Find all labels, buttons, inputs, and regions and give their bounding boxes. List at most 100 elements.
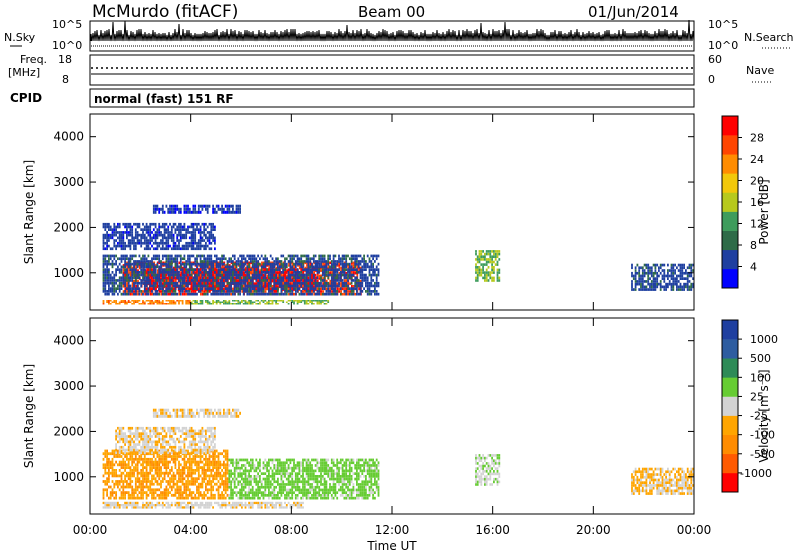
velocity-cell: [113, 496, 116, 500]
power-cell: [230, 290, 232, 293]
power-cell: [650, 285, 653, 289]
power-cell: [233, 254, 236, 258]
power-cell: [108, 287, 110, 290]
power-cell: [217, 257, 220, 261]
power-cell: [152, 257, 155, 261]
power-cell: [167, 287, 170, 290]
power-cell: [221, 281, 223, 285]
velocity-cell: [122, 488, 125, 492]
power-cell: [199, 279, 202, 282]
ytick-label: 1000: [53, 266, 84, 280]
power-cell: [223, 262, 225, 266]
power-cell: [654, 277, 657, 280]
power-cell: [316, 300, 319, 302]
power-cell: [143, 301, 146, 303]
power-cell: [215, 276, 218, 280]
power-cell: [199, 268, 202, 272]
power-cell: [235, 276, 238, 280]
power-cell: [143, 260, 146, 263]
velocity-cell: [120, 480, 123, 483]
power-cell: [113, 225, 116, 229]
power-cell: [163, 254, 166, 258]
power-cell: [264, 257, 267, 261]
power-cell: [343, 276, 346, 280]
power-cell: [134, 262, 137, 266]
power-cell: [183, 225, 186, 229]
power-cell: [285, 281, 288, 285]
power-cell: [262, 279, 265, 282]
power-cell: [329, 271, 332, 275]
power-cell: [487, 252, 490, 256]
power-cell: [327, 262, 330, 266]
power-cell: [226, 287, 229, 290]
power-cell: [212, 225, 214, 229]
power-cell: [368, 292, 371, 296]
power-cell: [329, 273, 331, 277]
power-cell: [174, 204, 177, 208]
velocity-cell: [117, 480, 119, 483]
power-cell: [298, 279, 301, 283]
power-cell: [357, 284, 360, 288]
power-cell: [312, 287, 315, 290]
power-cell: [366, 281, 369, 285]
power-cell: [185, 210, 188, 214]
power-cell: [205, 268, 207, 271]
power-cell: [190, 273, 193, 277]
power-cell: [115, 268, 117, 271]
power-cell: [143, 254, 146, 258]
power-cell: [302, 279, 304, 283]
power-cell: [291, 273, 294, 277]
power-cell: [102, 236, 105, 240]
power-cell: [106, 281, 108, 285]
power-cell: [271, 257, 274, 261]
power-cell: [151, 301, 153, 303]
power-cell: [206, 271, 209, 274]
power-cell: [169, 244, 171, 248]
power-cell: [476, 260, 479, 264]
power-cell: [631, 280, 633, 283]
power-cell: [226, 268, 229, 271]
power-cell: [293, 287, 295, 290]
power-cell: [201, 204, 204, 208]
power-cell: [493, 266, 495, 269]
power-cell: [212, 303, 214, 305]
power-cell: [293, 262, 295, 266]
power-cell: [154, 236, 157, 240]
velocity-cell: [120, 471, 123, 475]
power-cell: [327, 257, 330, 261]
power-cell: [366, 276, 369, 280]
power-cell: [106, 300, 108, 302]
power-cell: [273, 281, 276, 285]
power-cell: [654, 266, 657, 270]
power-cell: [338, 254, 340, 258]
power-cell: [109, 300, 112, 302]
power-cell: [278, 300, 281, 302]
power-cell: [188, 225, 191, 229]
power-cell: [359, 292, 362, 296]
power-cell: [120, 284, 123, 288]
power-cell: [372, 279, 374, 282]
power-cell: [232, 260, 234, 263]
power-cell: [661, 269, 664, 272]
power-cell: [688, 266, 691, 270]
power-cell: [194, 300, 197, 302]
power-cell: [194, 301, 197, 303]
power-cell: [309, 301, 312, 303]
power-cell: [201, 282, 203, 286]
power-cell: [134, 271, 137, 274]
power-cell: [334, 254, 337, 258]
power-cell: [232, 204, 234, 208]
power-cell: [681, 266, 684, 270]
power-cell: [194, 273, 197, 277]
power-cell: [195, 271, 198, 274]
power-cell: [233, 281, 236, 285]
power-cell: [203, 228, 206, 231]
power-cell: [169, 271, 171, 274]
power-cell: [219, 303, 222, 305]
power-cell: [208, 303, 211, 305]
power-cell: [306, 264, 308, 267]
power-cell: [156, 233, 159, 237]
power-cell: [201, 236, 204, 240]
power-cell: [656, 263, 659, 267]
power-cell: [298, 271, 301, 274]
